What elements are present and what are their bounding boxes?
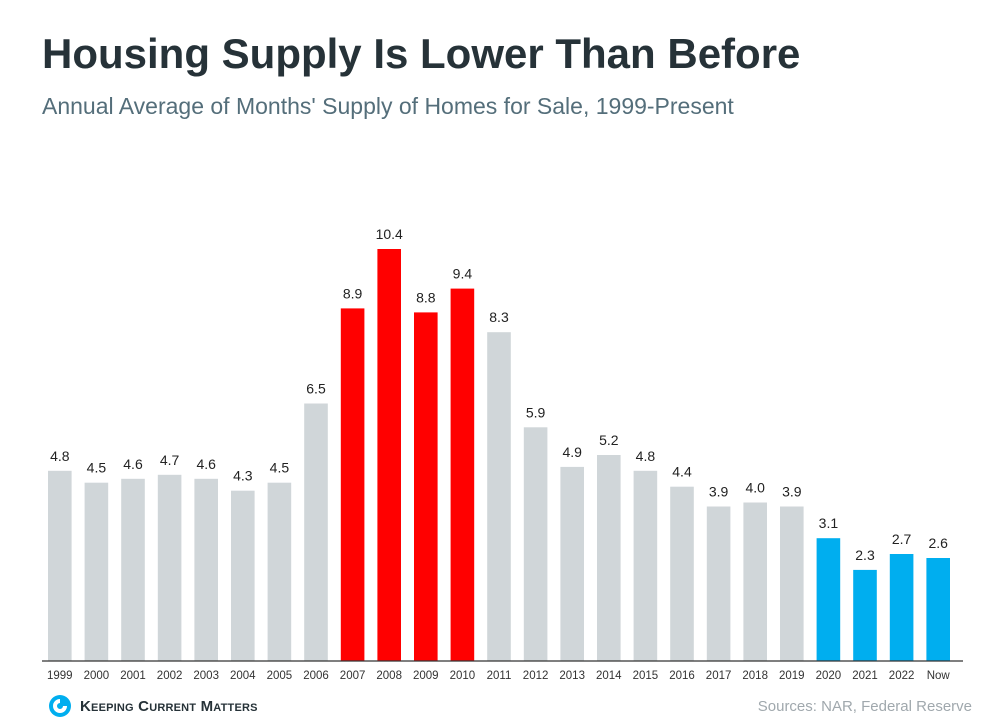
- bar-2008: [377, 249, 401, 661]
- x-tick-label: 2004: [230, 670, 256, 682]
- value-label: 4.7: [160, 452, 180, 468]
- value-label-group: 4.8 4.5 4.6 4.7 4.6 4.3 4.5 6.5 8.9 10.4 8.8 9.4 8.3…: [50, 226, 948, 563]
- bar-2000: [84, 482, 109, 661]
- x-tick-label: 2006: [303, 670, 329, 682]
- x-tick-label: 2019: [779, 670, 805, 682]
- bar-now: [926, 558, 950, 661]
- bar-2015: [633, 470, 658, 661]
- x-tick-label: 2015: [633, 670, 659, 682]
- bar-2005: [267, 482, 292, 661]
- brand-logo: Keeping Current Matters: [48, 693, 258, 719]
- value-label: 5.9: [526, 404, 546, 420]
- chart-title: Housing Supply Is Lower Than Before: [42, 30, 801, 77]
- x-tick-label: 2016: [669, 670, 695, 682]
- x-tick-label: 2013: [559, 670, 585, 682]
- value-label: 3.1: [819, 515, 839, 531]
- x-tick-label: 2020: [816, 670, 842, 682]
- value-label: 9.4: [453, 266, 473, 282]
- bar-2009: [414, 312, 438, 661]
- bar-2003: [194, 478, 218, 661]
- value-label: 2.6: [928, 535, 948, 551]
- value-label: 3.9: [782, 484, 802, 500]
- x-tick-label: 2011: [487, 670, 512, 682]
- value-label: 4.3: [233, 468, 253, 484]
- value-label: 4.8: [636, 448, 656, 464]
- bar-2004: [231, 490, 255, 661]
- value-label: 8.8: [416, 289, 436, 305]
- x-tick-label: 2005: [267, 670, 293, 682]
- value-label: 4.6: [196, 456, 216, 472]
- bar-2002: [157, 474, 182, 661]
- value-label: 2.7: [892, 531, 912, 547]
- bar-2016: [670, 486, 694, 661]
- value-label: 4.0: [745, 480, 765, 496]
- bar-2018: [743, 502, 767, 661]
- x-tick-label: 2018: [742, 670, 768, 682]
- bar-2013: [560, 466, 584, 661]
- value-label: 4.4: [672, 464, 692, 480]
- x-tick-label: 2022: [889, 670, 915, 682]
- bar-2021: [853, 569, 877, 661]
- bar-2006: [304, 403, 328, 661]
- bar-2011: [487, 332, 511, 661]
- x-tick-label: 2014: [596, 670, 622, 682]
- bar-2017: [706, 506, 731, 661]
- x-tick-label: 2003: [193, 670, 219, 682]
- value-label: 6.5: [306, 381, 326, 397]
- value-label: 4.8: [50, 448, 70, 464]
- x-tick-label: 2008: [376, 670, 402, 682]
- bar-2010: [450, 288, 475, 661]
- value-label: 10.4: [376, 226, 403, 242]
- x-tick-label: 2002: [157, 670, 183, 682]
- bar-2007: [340, 308, 365, 661]
- value-label: 2.3: [855, 547, 875, 563]
- value-label: 4.5: [270, 460, 290, 476]
- x-tick-label: 2010: [450, 670, 476, 682]
- x-tick-label: 2012: [523, 670, 549, 682]
- x-tick-label: 2017: [706, 670, 732, 682]
- bar-2012: [523, 427, 548, 661]
- x-tick-label: 1999: [47, 670, 73, 682]
- value-label: 8.3: [489, 309, 509, 325]
- value-label: 8.9: [343, 285, 363, 301]
- value-label: 4.6: [123, 456, 143, 472]
- value-label: 3.9: [709, 484, 729, 500]
- bar-2001: [121, 478, 145, 661]
- bar-2019: [780, 506, 804, 661]
- value-label: 4.5: [87, 460, 107, 476]
- source-note: Sources: NAR, Federal Reserve: [757, 698, 972, 715]
- bar-2022: [889, 554, 914, 661]
- x-tick-label: 2021: [852, 670, 878, 682]
- tick-label-group: 1999 2000 2001 2002 2003 2004 2005 2006 2007 2008…: [47, 670, 950, 682]
- chart-subtitle: Annual Average of Months' Supply of Home…: [42, 93, 734, 119]
- x-tick-label: 2009: [413, 670, 439, 682]
- value-label: 5.2: [599, 432, 619, 448]
- kcm-spiral-icon: [49, 695, 71, 717]
- bar-group: [48, 249, 950, 661]
- bar-1999: [48, 470, 72, 661]
- value-label: 4.9: [562, 444, 582, 460]
- x-tick-label: 2007: [340, 670, 366, 682]
- x-tick-label: 2000: [84, 670, 110, 682]
- x-tick-label: Now: [927, 670, 951, 682]
- bar-2014: [597, 455, 621, 661]
- bar-2020: [816, 538, 841, 661]
- x-tick-label: 2001: [120, 670, 146, 682]
- brand-name: Keeping Current Matters: [80, 697, 258, 715]
